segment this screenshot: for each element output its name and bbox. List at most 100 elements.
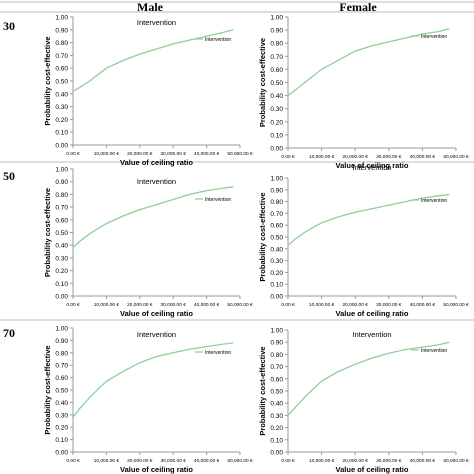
x-axis-title: Value of ceiling ratio xyxy=(120,158,193,167)
legend-label: Intervention xyxy=(421,198,447,204)
x-axis-title: Value of ceiling ratio xyxy=(336,161,409,170)
x-axis-title: Value of ceiling ratio xyxy=(120,465,193,474)
x-tick-label: 10,000.00 € xyxy=(309,458,335,464)
y-tick-label: 0.60 xyxy=(270,223,283,230)
legend-label: Intervention xyxy=(421,34,447,40)
y-tick-label: 0.80 xyxy=(55,40,68,47)
x-tick-label: 10,000.00 € xyxy=(94,302,120,308)
y-tick-label: 0.20 xyxy=(270,119,283,126)
series-line-intervention xyxy=(72,186,234,249)
y-tick-label: 0.60 xyxy=(270,67,283,74)
x-axis-title: Value of ceiling ratio xyxy=(336,309,409,318)
chart-title: Intervention xyxy=(352,330,391,339)
chart-title: Intervention xyxy=(137,177,176,186)
y-tick-label: 0.30 xyxy=(270,106,283,113)
y-tick-label: 0.00 xyxy=(55,143,68,150)
y-tick-label: 0.50 xyxy=(270,389,283,396)
y-tick-label: 0.30 xyxy=(270,413,283,420)
x-tick-label: 0.00 € xyxy=(66,151,80,157)
y-tick-label: 0.80 xyxy=(270,199,283,206)
x-tick-label: 30,000.00 € xyxy=(161,302,187,308)
x-tick-label: 10,000.00 € xyxy=(309,154,335,160)
y-tick-label: 0.90 xyxy=(55,179,68,186)
x-tick-label: 0.00 € xyxy=(281,154,295,160)
legend-label: Intervention xyxy=(205,197,231,203)
x-tick-label: 0.00 € xyxy=(66,458,80,464)
x-tick-label: 20,000.00 € xyxy=(127,458,153,464)
y-tick-label: 0.00 xyxy=(55,294,68,301)
y-tick-label: 0.70 xyxy=(55,205,68,212)
series-line-intervention xyxy=(72,342,234,418)
legend-label: Intervention xyxy=(205,350,231,356)
x-tick-label: 20,000.00 € xyxy=(343,302,369,308)
y-tick-label: 1.00 xyxy=(270,328,283,335)
x-tick-label: 50,000.00 € xyxy=(443,458,469,464)
legend-label: Intervention xyxy=(421,348,447,354)
y-tick-label: 0.20 xyxy=(55,425,68,432)
y-tick-label: 0.10 xyxy=(55,437,68,444)
x-tick-label: 40,000.00 € xyxy=(194,151,220,157)
x-tick-label: 0.00 € xyxy=(281,458,295,464)
y-tick-label: 0.60 xyxy=(55,217,68,224)
x-tick-label: 50,000.00 € xyxy=(227,458,253,464)
y-tick-label: 0.60 xyxy=(270,376,283,383)
y-tick-label: 0.10 xyxy=(55,130,68,137)
chart-panel-70-female: 0.00 0.10 0.20 0.30 0.40 0.50 0.60 0.70 0.80 0.90… xyxy=(258,328,469,474)
series-line-intervention xyxy=(72,29,234,92)
x-tick-label: 20,000.00 € xyxy=(127,151,153,157)
y-tick-label: 0.40 xyxy=(55,91,68,98)
y-tick-label: 0.90 xyxy=(270,340,283,347)
y-tick-label: 0.00 xyxy=(270,146,283,153)
age-label-30: 30 xyxy=(3,19,15,33)
y-tick-label: 1.00 xyxy=(55,15,68,22)
y-tick-label: 0.20 xyxy=(270,270,283,277)
y-tick-label: 0.90 xyxy=(55,338,68,345)
y-axis-title: Probability cost-effective xyxy=(43,188,52,277)
y-tick-label: 0.50 xyxy=(270,80,283,87)
x-tick-label: 30,000.00 € xyxy=(161,151,187,157)
y-tick-label: 0.40 xyxy=(270,246,283,253)
y-tick-label: 0.20 xyxy=(55,117,68,124)
chart-title: Intervention xyxy=(137,18,176,27)
x-tick-label: 50,000.00 € xyxy=(443,302,469,308)
chart-title: Intervention xyxy=(137,330,176,339)
y-tick-label: 0.10 xyxy=(270,282,283,289)
x-tick-label: 50,000.00 € xyxy=(443,154,469,160)
x-tick-label: 20,000.00 € xyxy=(343,154,369,160)
column-header-female: Female xyxy=(339,0,377,14)
y-axis-title: Probability cost-effective xyxy=(43,36,52,125)
y-tick-label: 0.50 xyxy=(55,230,68,237)
series-line-intervention xyxy=(287,193,450,246)
y-tick-label: 0.80 xyxy=(270,41,283,48)
y-tick-label: 0.00 xyxy=(270,450,283,457)
y-tick-label: 0.80 xyxy=(55,192,68,199)
x-tick-label: 30,000.00 € xyxy=(376,302,402,308)
y-tick-label: 0.50 xyxy=(270,235,283,242)
y-tick-label: 0.30 xyxy=(270,258,283,265)
y-tick-label: 0.70 xyxy=(270,211,283,218)
y-tick-label: 0.20 xyxy=(55,268,68,275)
x-tick-label: 30,000.00 € xyxy=(161,458,187,464)
x-tick-label: 0.00 € xyxy=(66,302,80,308)
y-tick-label: 0.90 xyxy=(55,27,68,34)
y-axis-title: Probability cost-effective xyxy=(258,38,267,127)
y-tick-label: 0.90 xyxy=(270,28,283,35)
column-header-male: Male xyxy=(137,0,164,14)
y-tick-label: 0.00 xyxy=(55,450,68,457)
y-tick-label: 0.50 xyxy=(55,79,68,86)
y-axis-title: Probability cost-effective xyxy=(43,345,52,434)
x-tick-label: 10,000.00 € xyxy=(94,151,120,157)
x-tick-label: 50,000.00 € xyxy=(227,151,253,157)
series-line-intervention xyxy=(287,341,450,416)
x-tick-label: 30,000.00 € xyxy=(376,154,402,160)
x-tick-label: 50,000.00 € xyxy=(227,302,253,308)
y-tick-label: 1.00 xyxy=(55,326,68,333)
y-tick-label: 0.70 xyxy=(270,54,283,61)
chart-panel-30-female: 0.00 0.10 0.20 0.30 0.40 0.50 0.60 0.70 0.80 0.90… xyxy=(258,15,469,171)
y-tick-label: 0.70 xyxy=(270,364,283,371)
chart-title: Intervention xyxy=(352,163,391,172)
y-tick-label: 0.10 xyxy=(270,437,283,444)
chart-panel-70-male: 0.00 0.10 0.20 0.30 0.40 0.50 0.60 0.70 0.80 0.90… xyxy=(43,326,253,474)
y-tick-label: 0.30 xyxy=(55,255,68,262)
